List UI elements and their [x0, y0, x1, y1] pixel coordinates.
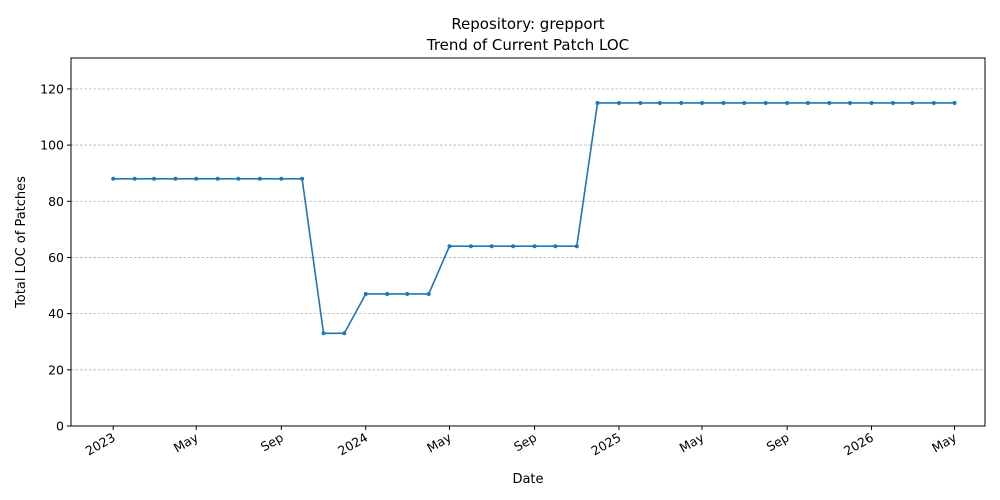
gridlines [71, 88, 985, 427]
data-point [827, 100, 832, 105]
data-point [910, 100, 915, 105]
x-axis: 2023 May Sep 2024 May Sep 2025 May Sep 2026 May [83, 426, 960, 459]
data-point [931, 100, 936, 105]
data-point [489, 244, 494, 249]
x-tick-label: 2025 [588, 430, 623, 459]
data-point [447, 244, 452, 249]
data-point [869, 100, 874, 105]
data-point [111, 176, 116, 181]
data-point [173, 176, 178, 181]
y-tick-label: 100 [40, 138, 64, 153]
x-tick-label: May [424, 429, 454, 455]
data-point [721, 100, 726, 105]
y-tick-label: 80 [48, 194, 64, 209]
y-tick-label: 40 [48, 306, 64, 321]
y-axis-label: Total LOC of Patches [14, 176, 29, 309]
x-tick-label: 2023 [83, 430, 118, 459]
data-point [532, 244, 537, 249]
data-point [657, 100, 662, 105]
y-tick-label: 0 [56, 419, 64, 434]
data-point [300, 176, 305, 181]
data-point [257, 176, 262, 181]
x-tick-label: May [929, 429, 959, 455]
chart-title-line2: Trend of Current Patch LOC [426, 36, 629, 54]
data-point [426, 291, 431, 296]
data-point [553, 244, 558, 249]
y-axis: 0 20 40 60 80 100 120 [40, 81, 71, 434]
data-point [890, 100, 895, 105]
data-point [468, 244, 473, 249]
data-point [679, 100, 684, 105]
data-point [132, 176, 137, 181]
data-point [763, 100, 768, 105]
x-tick-label: Sep [511, 430, 539, 455]
data-point [638, 100, 643, 105]
data-point [574, 244, 579, 249]
x-tick-label: May [677, 429, 707, 455]
series-group [111, 100, 957, 336]
data-point [952, 100, 957, 105]
chart-title-line1: Repository: grepport [451, 15, 604, 33]
data-point [236, 176, 241, 181]
data-point [363, 291, 368, 296]
data-point [616, 100, 621, 105]
series-line [113, 102, 955, 335]
data-point [342, 331, 347, 336]
x-tick-label: May [171, 429, 201, 455]
x-tick-label: Sep [258, 430, 286, 455]
data-point [785, 100, 790, 105]
data-point [511, 244, 516, 249]
y-tick-label: 60 [48, 250, 64, 265]
data-point [805, 100, 810, 105]
data-point [848, 100, 853, 105]
y-tick-label: 120 [40, 81, 64, 96]
y-tick-label: 20 [48, 362, 64, 377]
data-point [215, 176, 220, 181]
data-point [321, 331, 326, 336]
x-tick-label: 2024 [335, 430, 370, 459]
data-point [595, 100, 600, 105]
data-point [700, 100, 705, 105]
x-tick-label: Sep [764, 430, 792, 455]
data-point [405, 291, 410, 296]
data-point [152, 176, 157, 181]
data-point [385, 291, 390, 296]
plot-frame [70, 57, 986, 427]
data-point [194, 176, 199, 181]
x-tick-label: 2026 [841, 430, 876, 459]
data-point [279, 176, 284, 181]
data-point [742, 100, 747, 105]
x-axis-label: Date [512, 472, 543, 487]
